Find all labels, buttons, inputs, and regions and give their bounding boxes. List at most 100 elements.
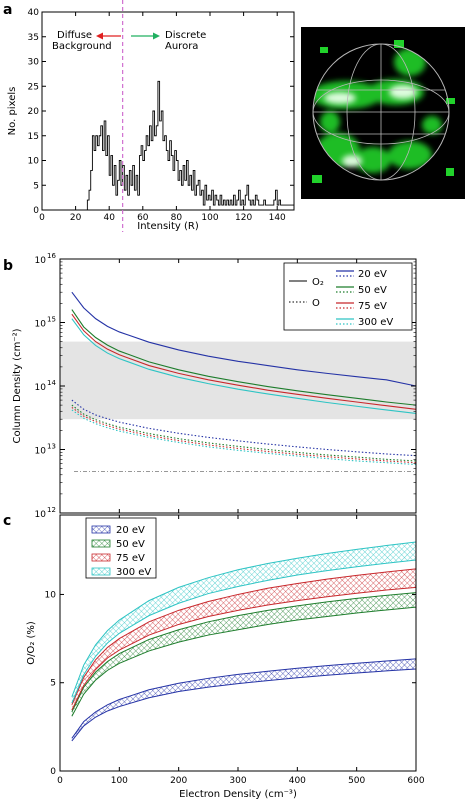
histogram-y-tick-label: 0 (33, 206, 39, 216)
ratio-x-tick-label: 400 (289, 776, 306, 786)
ratio-y-tick-label: 10 (45, 590, 57, 600)
column-density-y-tick-exponent: 13 (47, 443, 56, 451)
ratio-band-50ev (71, 592, 416, 717)
ratio-legend-entries: 20 eV 50 eV 75 eV 300 eV (91, 525, 151, 578)
ratio-legend-swatch (91, 553, 111, 562)
column-density-y-tick-exponent: 15 (47, 316, 56, 324)
histogram-y-ticks: 0 5 10 15 20 25 30 35 40 (28, 8, 294, 216)
ratio-panel: 0 100 200 300 400 500 600 0 5 10 Electron Densit… (26, 514, 425, 800)
ratio-upper-line-20ev (71, 658, 417, 739)
column-density-y-tick-exponent: 14 (47, 379, 56, 387)
ratio-legend-label: 50 eV (116, 539, 145, 550)
ratio-y-label: O/O₂ (%) (26, 621, 37, 665)
ratio-legend-swatch (91, 525, 111, 534)
column-density-x-ticks (59, 259, 417, 513)
series-line-o2-20ev (71, 291, 417, 387)
histogram-y-label: No. pixels (7, 87, 18, 136)
ratio-upper-line-50ev (71, 592, 417, 713)
histogram-x-tick-label: 100 (201, 213, 218, 223)
ratio-lower-line-75ev (71, 586, 417, 711)
histogram-y-tick-label: 30 (28, 58, 40, 68)
histogram-y-tick-label: 35 (28, 33, 39, 43)
ratio-x-tick-label: 600 (407, 776, 424, 786)
annotation-background: Background (52, 41, 112, 52)
ratio-lower-line-20ev (71, 668, 417, 742)
arrow-right-green (131, 32, 160, 40)
legend-energy-label: 20 eV (358, 269, 387, 280)
ratio-band-75ev (71, 568, 416, 711)
ratio-x-tick-label: 300 (229, 776, 246, 786)
ratio-x-label: Electron Density (cm⁻³) (179, 789, 297, 800)
legend-o2-label: O₂ (312, 277, 324, 288)
legend-energy-label: 300 eV (358, 317, 393, 328)
histogram-x-tick-label: 120 (235, 213, 252, 223)
aurora-blob-fragments (312, 40, 455, 183)
ratio-y-tick-label: 5 (50, 679, 56, 689)
ratio-legend-swatch (91, 567, 111, 576)
histogram-x-tick-label: 60 (137, 213, 149, 223)
annotation-discrete: Discrete (165, 30, 206, 41)
ratio-x-tick-label: 200 (170, 776, 187, 786)
histogram-x-tick-label: 40 (103, 213, 115, 223)
column-density-y-tick-label: 10 (35, 320, 47, 330)
ratio-lower-line-50ev (71, 606, 417, 717)
latitude-longitude-grid (313, 44, 449, 180)
ratio-band-20ev (71, 658, 416, 741)
panel-letter-b: b (3, 258, 13, 274)
ratio-x-ticks: 0 100 200 300 400 500 600 (57, 515, 425, 786)
column-density-legend: O₂ O 20 eV 50 eV 75 eV 300 eV (283, 262, 413, 331)
histogram-panel: 0 20 40 60 80 100 120 140 0 5 10 15 20 25 30 35 40 Inte… (7, 0, 295, 232)
annotation-diffuse: Diffuse (57, 30, 92, 41)
column-density-lines (71, 291, 417, 466)
column-density-y-tick-exponent: 12 (47, 506, 56, 514)
histogram-step-line (86, 80, 295, 210)
ratio-legend: 20 eV 50 eV 75 eV 300 eV (85, 517, 157, 579)
ratio-legend-swatch (91, 539, 111, 548)
series-line-o2-50ev (71, 309, 417, 406)
histogram-x-ticks: 0 20 40 60 80 100 120 140 (39, 12, 286, 223)
series-line-o-20ev (71, 399, 417, 457)
series-line-o-50ev (71, 404, 417, 462)
ratio-band-300ev (71, 542, 416, 704)
histogram-y-tick-label: 15 (28, 132, 39, 142)
ratio-legend-label: 75 eV (116, 553, 145, 564)
histogram-x-tick-label: 140 (269, 213, 286, 223)
series-line-o-300ev (71, 409, 417, 466)
aurora-emission-blobs (313, 48, 442, 173)
arrow-left-red (96, 32, 121, 40)
legend-energy-label: 75 eV (358, 301, 387, 312)
column-density-y-tick-label: 10 (35, 256, 47, 266)
histogram-x-label: Intensity (R) (137, 221, 199, 232)
column-density-y-label: Column Density (cm⁻²) (12, 328, 23, 443)
series-line-o-75ev (71, 406, 417, 464)
column-density-y-tick-label: 10 (35, 383, 47, 393)
ratio-x-tick-label: 0 (57, 776, 63, 786)
column-density-y-tick-label: 10 (35, 447, 47, 457)
series-line-o2-300ev (71, 318, 417, 414)
ratio-legend-label: 300 eV (116, 567, 151, 578)
ratio-upper-line-300ev (71, 541, 417, 698)
histogram-y-tick-label: 20 (28, 107, 40, 117)
globe-limb (312, 43, 450, 181)
ratio-bands (71, 541, 417, 742)
histogram-y-tick-label: 25 (28, 82, 39, 92)
ratio-lower-line-300ev (71, 559, 417, 704)
legend-o-label: O (312, 298, 320, 309)
ratio-y-tick-label: 0 (50, 767, 56, 777)
ratio-legend-label: 20 eV (116, 525, 145, 536)
panel-letter-c: c (3, 513, 11, 529)
aurora-image (301, 27, 465, 199)
ratio-x-tick-label: 100 (111, 776, 128, 786)
column-density-y-tick-label: 10 (35, 510, 47, 520)
shaded-range-band (60, 341, 416, 420)
legend-energy-label: 50 eV (358, 285, 387, 296)
histogram-y-tick-label: 10 (28, 157, 40, 167)
histogram-y-tick-label: 5 (33, 181, 39, 191)
ratio-y-ticks: 0 5 10 (45, 590, 416, 777)
histogram-x-tick-label: 80 (171, 213, 183, 223)
histogram-bars (86, 80, 295, 210)
histogram-x-tick-label: 20 (70, 213, 82, 223)
